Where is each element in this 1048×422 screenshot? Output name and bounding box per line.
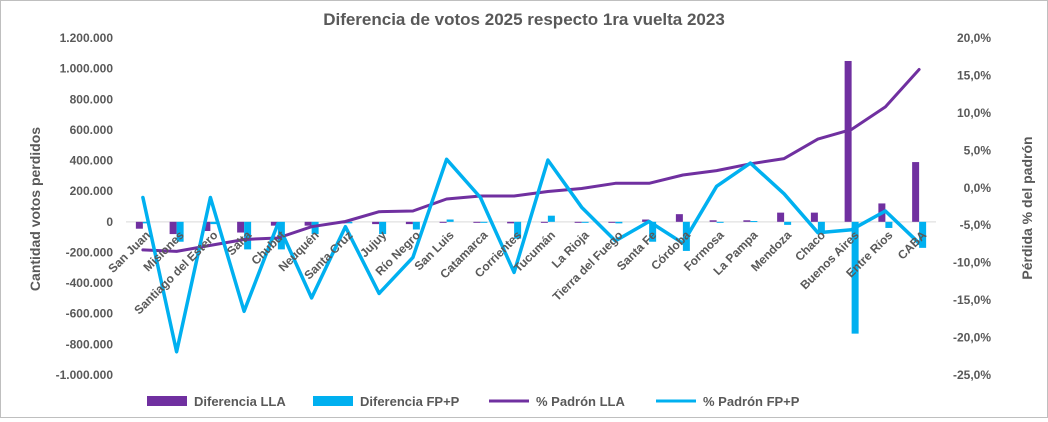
bar-lla — [270, 221, 278, 226]
bar-lla — [203, 221, 211, 232]
bar-lla — [405, 221, 413, 225]
y-tick-label: 400.000 — [70, 154, 114, 168]
y2-tick-label: 5,0% — [964, 143, 992, 157]
bar-fpp — [716, 221, 724, 223]
bar-lla — [709, 220, 717, 222]
y2-tick-label: -5,0% — [960, 218, 992, 232]
y2-tick-label: 0,0% — [964, 181, 992, 195]
bar-fpp — [412, 221, 420, 230]
bar-lla — [912, 162, 920, 222]
bar-lla — [675, 214, 683, 222]
bar-fpp — [379, 221, 387, 235]
bar-lla — [473, 221, 481, 223]
bar-fpp — [750, 221, 758, 223]
bar-fpp — [649, 221, 657, 242]
line-padron-fpp — [141, 157, 921, 354]
bar-fpp — [244, 221, 252, 250]
bar-fpp — [514, 221, 522, 239]
y-tick-label: 200.000 — [70, 184, 114, 198]
y-tick-label: 800.000 — [70, 92, 114, 106]
y2-tick-label: -20,0% — [953, 331, 991, 345]
legend-label: Diferencia FP+P — [360, 394, 460, 409]
bar-fpp — [345, 221, 353, 224]
bar-lla — [169, 221, 177, 235]
bar-lla — [574, 221, 582, 223]
legend-label: Diferencia LLA — [194, 394, 286, 409]
legend-label: % Padrón LLA — [536, 394, 625, 409]
bar-fpp — [817, 221, 825, 233]
bar-fpp — [547, 215, 555, 222]
left-axis-title: Cantidad votos perdidos — [27, 127, 43, 291]
bar-lla — [237, 221, 245, 233]
bar-fpp — [581, 221, 589, 223]
y2-tick-label: -15,0% — [953, 293, 991, 307]
line-series — [141, 68, 921, 354]
y2-tick-label: 20,0% — [957, 31, 991, 45]
bar-series — [135, 60, 927, 334]
y-tick-label: 1.000.000 — [60, 62, 114, 76]
bar-lla — [608, 221, 616, 223]
chart-legend: Diferencia LLA Diferencia FP+P % Padrón LL… — [147, 394, 800, 409]
bar-lla — [135, 221, 143, 229]
bar-lla — [304, 221, 312, 226]
legend-swatch — [147, 396, 187, 406]
y2-tick-label: 10,0% — [957, 106, 991, 120]
bar-lla — [777, 212, 785, 222]
bar-lla — [844, 60, 852, 222]
line-padron-lla — [141, 68, 921, 253]
y-tick-label: -1.000.000 — [56, 368, 114, 382]
bar-lla — [507, 221, 515, 224]
y-tick-label: -800.000 — [66, 337, 114, 351]
bar-lla — [642, 219, 650, 222]
y2-tick-label: -10,0% — [953, 256, 991, 270]
bar-fpp — [919, 221, 927, 248]
bar-lla — [743, 220, 751, 222]
bar-lla — [439, 221, 447, 223]
bar-fpp — [885, 221, 893, 228]
left-axis-ticks: 1.200.000 1.000.000 800.000 600.000 400.000 2… — [56, 31, 114, 382]
y-tick-label: 1.200.000 — [60, 31, 114, 45]
y-tick-label: -400.000 — [66, 276, 114, 290]
right-axis-ticks: 20,0% 15,0% 10,0% 5,0% 0,0% -5,0% -10,0% -15,0%… — [953, 31, 991, 382]
bar-lla — [810, 212, 818, 222]
bar-fpp — [615, 221, 623, 224]
bar-fpp — [446, 219, 454, 222]
chart-title: Diferencia de votos 2025 respecto 1ra vu… — [323, 10, 725, 29]
bar-fpp — [784, 221, 792, 225]
bar-fpp — [142, 221, 150, 224]
y-tick-label: 0 — [106, 215, 113, 229]
y-tick-label: 600.000 — [70, 123, 114, 137]
y2-tick-label: 15,0% — [957, 68, 991, 82]
y-tick-label: -200.000 — [66, 245, 114, 259]
bar-fpp — [210, 221, 218, 225]
bar-fpp — [176, 221, 184, 242]
y-tick-label: -600.000 — [66, 307, 114, 321]
bar-lla — [540, 221, 548, 223]
legend-swatch — [313, 396, 353, 406]
bar-lla — [372, 221, 380, 225]
bar-fpp — [851, 221, 859, 334]
bar-fpp — [311, 221, 319, 235]
legend-label: % Padrón FP+P — [703, 394, 800, 409]
y2-tick-label: -25,0% — [953, 368, 991, 382]
bar-fpp — [480, 221, 488, 223]
right-axis-title: Pérdida % del padrón — [1019, 136, 1035, 279]
